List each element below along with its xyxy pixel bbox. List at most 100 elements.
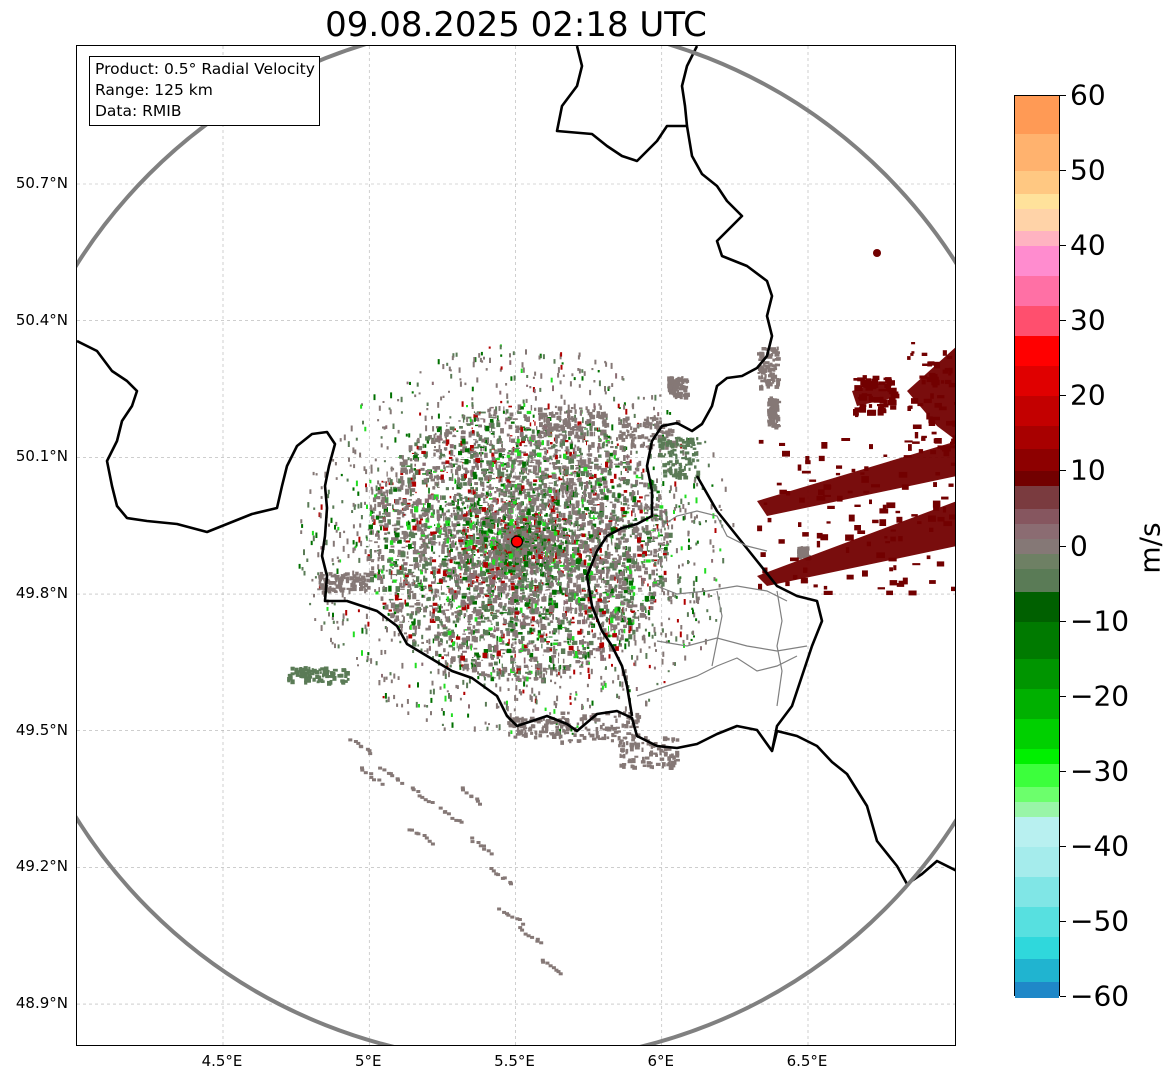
echo-bin — [460, 494, 463, 497]
echo-bin — [561, 445, 563, 449]
echo-bin — [572, 454, 575, 457]
echo-bin — [511, 555, 515, 562]
echo-bin — [501, 655, 503, 658]
echo-bin — [561, 489, 564, 495]
echo-bin — [490, 538, 494, 542]
echo-bin — [518, 508, 522, 515]
echo-bin — [659, 509, 663, 516]
echo-bin — [502, 585, 507, 591]
echo-bin — [436, 568, 439, 571]
echo-bin — [466, 549, 471, 551]
echo-bin — [588, 640, 594, 646]
echo-bin — [543, 561, 547, 564]
echo-bin — [642, 599, 644, 602]
echo-bin — [493, 626, 495, 630]
echo-bin — [445, 609, 450, 611]
echo-bin — [519, 490, 522, 495]
echo-bin — [488, 416, 494, 418]
echo-bin — [580, 664, 583, 666]
echo-bin — [412, 578, 414, 584]
echo-bin — [618, 591, 623, 594]
echo-bin — [501, 454, 506, 456]
echo-bin — [405, 504, 411, 507]
echo-bin — [375, 533, 380, 537]
echo-bin — [617, 530, 622, 536]
echo-bin — [491, 556, 493, 560]
echo-bin — [549, 519, 554, 524]
echo-bin — [595, 647, 601, 652]
echo-bin — [432, 466, 437, 470]
echo-bin — [410, 477, 413, 481]
echo-bin — [545, 457, 549, 463]
echo-bin — [423, 478, 428, 483]
echo-bin — [440, 452, 443, 459]
echo-bin — [417, 498, 420, 504]
echo-bin — [542, 522, 546, 527]
echo-bin — [622, 479, 626, 485]
echo-bin — [549, 631, 551, 634]
echo-bin — [626, 622, 628, 625]
echo-bin — [565, 627, 567, 629]
echo-bin — [588, 512, 593, 514]
echo-bin — [517, 552, 521, 558]
echo-bin — [537, 492, 540, 497]
radar-map[interactable] — [76, 45, 956, 1046]
echo-bin — [487, 572, 491, 574]
echo-bin — [493, 449, 498, 451]
echo-bin — [566, 583, 570, 589]
echo-bin — [595, 611, 599, 615]
echo-bin — [511, 577, 514, 580]
echo-bin — [610, 446, 614, 449]
echo-bin — [622, 595, 626, 599]
echo-bin — [506, 461, 510, 468]
echo-bin — [481, 600, 485, 606]
echo-bin — [459, 586, 461, 591]
echo-bin — [531, 504, 536, 507]
echo-bin — [408, 634, 413, 639]
echo-bin — [597, 515, 603, 520]
echo-bin — [530, 506, 535, 513]
echo-bin — [429, 605, 433, 607]
echo-bin — [397, 549, 401, 555]
echo-bin — [392, 567, 394, 569]
echo-bin — [597, 530, 599, 535]
echo-bin — [641, 554, 646, 558]
echo-bin — [539, 538, 542, 544]
echo-bin — [622, 546, 627, 550]
echo-bin — [591, 424, 593, 428]
echo-bin — [400, 476, 404, 481]
echo-bin — [548, 482, 553, 484]
echo-bin — [511, 678, 514, 681]
echo-bin — [419, 588, 422, 590]
echo-bin — [617, 493, 621, 499]
echo-bin — [531, 597, 536, 604]
echo-bin — [600, 636, 602, 643]
echo-bin — [460, 459, 465, 461]
echo-bin — [508, 490, 511, 495]
echo-bin — [464, 547, 469, 552]
echo-bin — [602, 476, 607, 481]
echo-bin — [555, 560, 560, 565]
echo-bin — [575, 517, 579, 520]
echo-bin — [420, 543, 423, 549]
echo-bin — [432, 602, 438, 606]
echo-bin — [457, 477, 461, 483]
echo-bin — [605, 443, 609, 447]
echo-bin — [490, 672, 493, 678]
echo-bin — [421, 569, 424, 572]
echo-bin — [465, 542, 467, 545]
echo-bin — [624, 638, 629, 642]
echo-bin — [546, 526, 550, 530]
echo-bin — [464, 545, 469, 548]
echo-bin — [589, 539, 593, 542]
echo-bin — [568, 484, 574, 490]
echo-bin — [550, 458, 553, 461]
echo-bin — [416, 526, 422, 531]
echo-bin — [415, 491, 417, 494]
echo-bin — [552, 589, 557, 595]
echo-bin — [575, 558, 581, 565]
echo-bin — [605, 451, 610, 458]
echo-bin — [542, 535, 546, 539]
echo-bin — [467, 526, 469, 528]
echo-bin — [387, 478, 390, 483]
